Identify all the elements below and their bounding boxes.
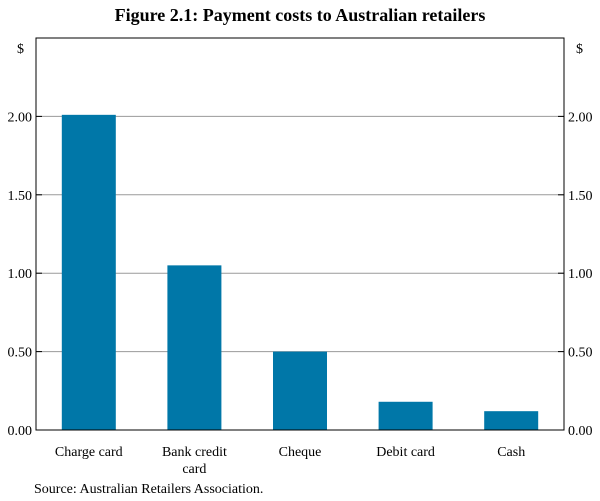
y-tick-label-left: 0.00 [8, 424, 33, 439]
source-note: Source: Australian Retailers Association… [34, 482, 264, 497]
bar [378, 401, 433, 430]
bar [61, 114, 116, 430]
y-tick-label-right: 0.00 [568, 424, 593, 439]
x-category-label: Bank credit [162, 445, 227, 460]
y-tick-label-left: 2.00 [8, 110, 33, 125]
y-tick-label-right: 1.50 [568, 189, 593, 204]
x-category-label: Cheque [279, 445, 322, 460]
bar [167, 265, 222, 430]
y-tick-label-right: 0.50 [568, 346, 593, 361]
y-tick-label-left: 1.50 [8, 189, 33, 204]
x-category-label: card [182, 462, 206, 477]
y-axis-unit-left: $ [17, 42, 24, 57]
bar [273, 351, 327, 430]
x-category-label: Cash [497, 445, 525, 460]
x-category-label: Debit card [376, 445, 435, 460]
y-tick-label-right: 2.00 [568, 110, 593, 125]
bar [484, 411, 539, 430]
y-tick-label-right: 1.00 [568, 267, 593, 282]
chart-title: Figure 2.1: Payment costs to Australian … [114, 5, 486, 25]
x-category-label: Charge card [55, 445, 123, 460]
y-tick-label-left: 1.00 [8, 267, 33, 282]
y-tick-label-left: 0.50 [8, 346, 33, 361]
y-axis-unit-right: $ [576, 42, 583, 57]
plot-frame [35, 37, 565, 431]
